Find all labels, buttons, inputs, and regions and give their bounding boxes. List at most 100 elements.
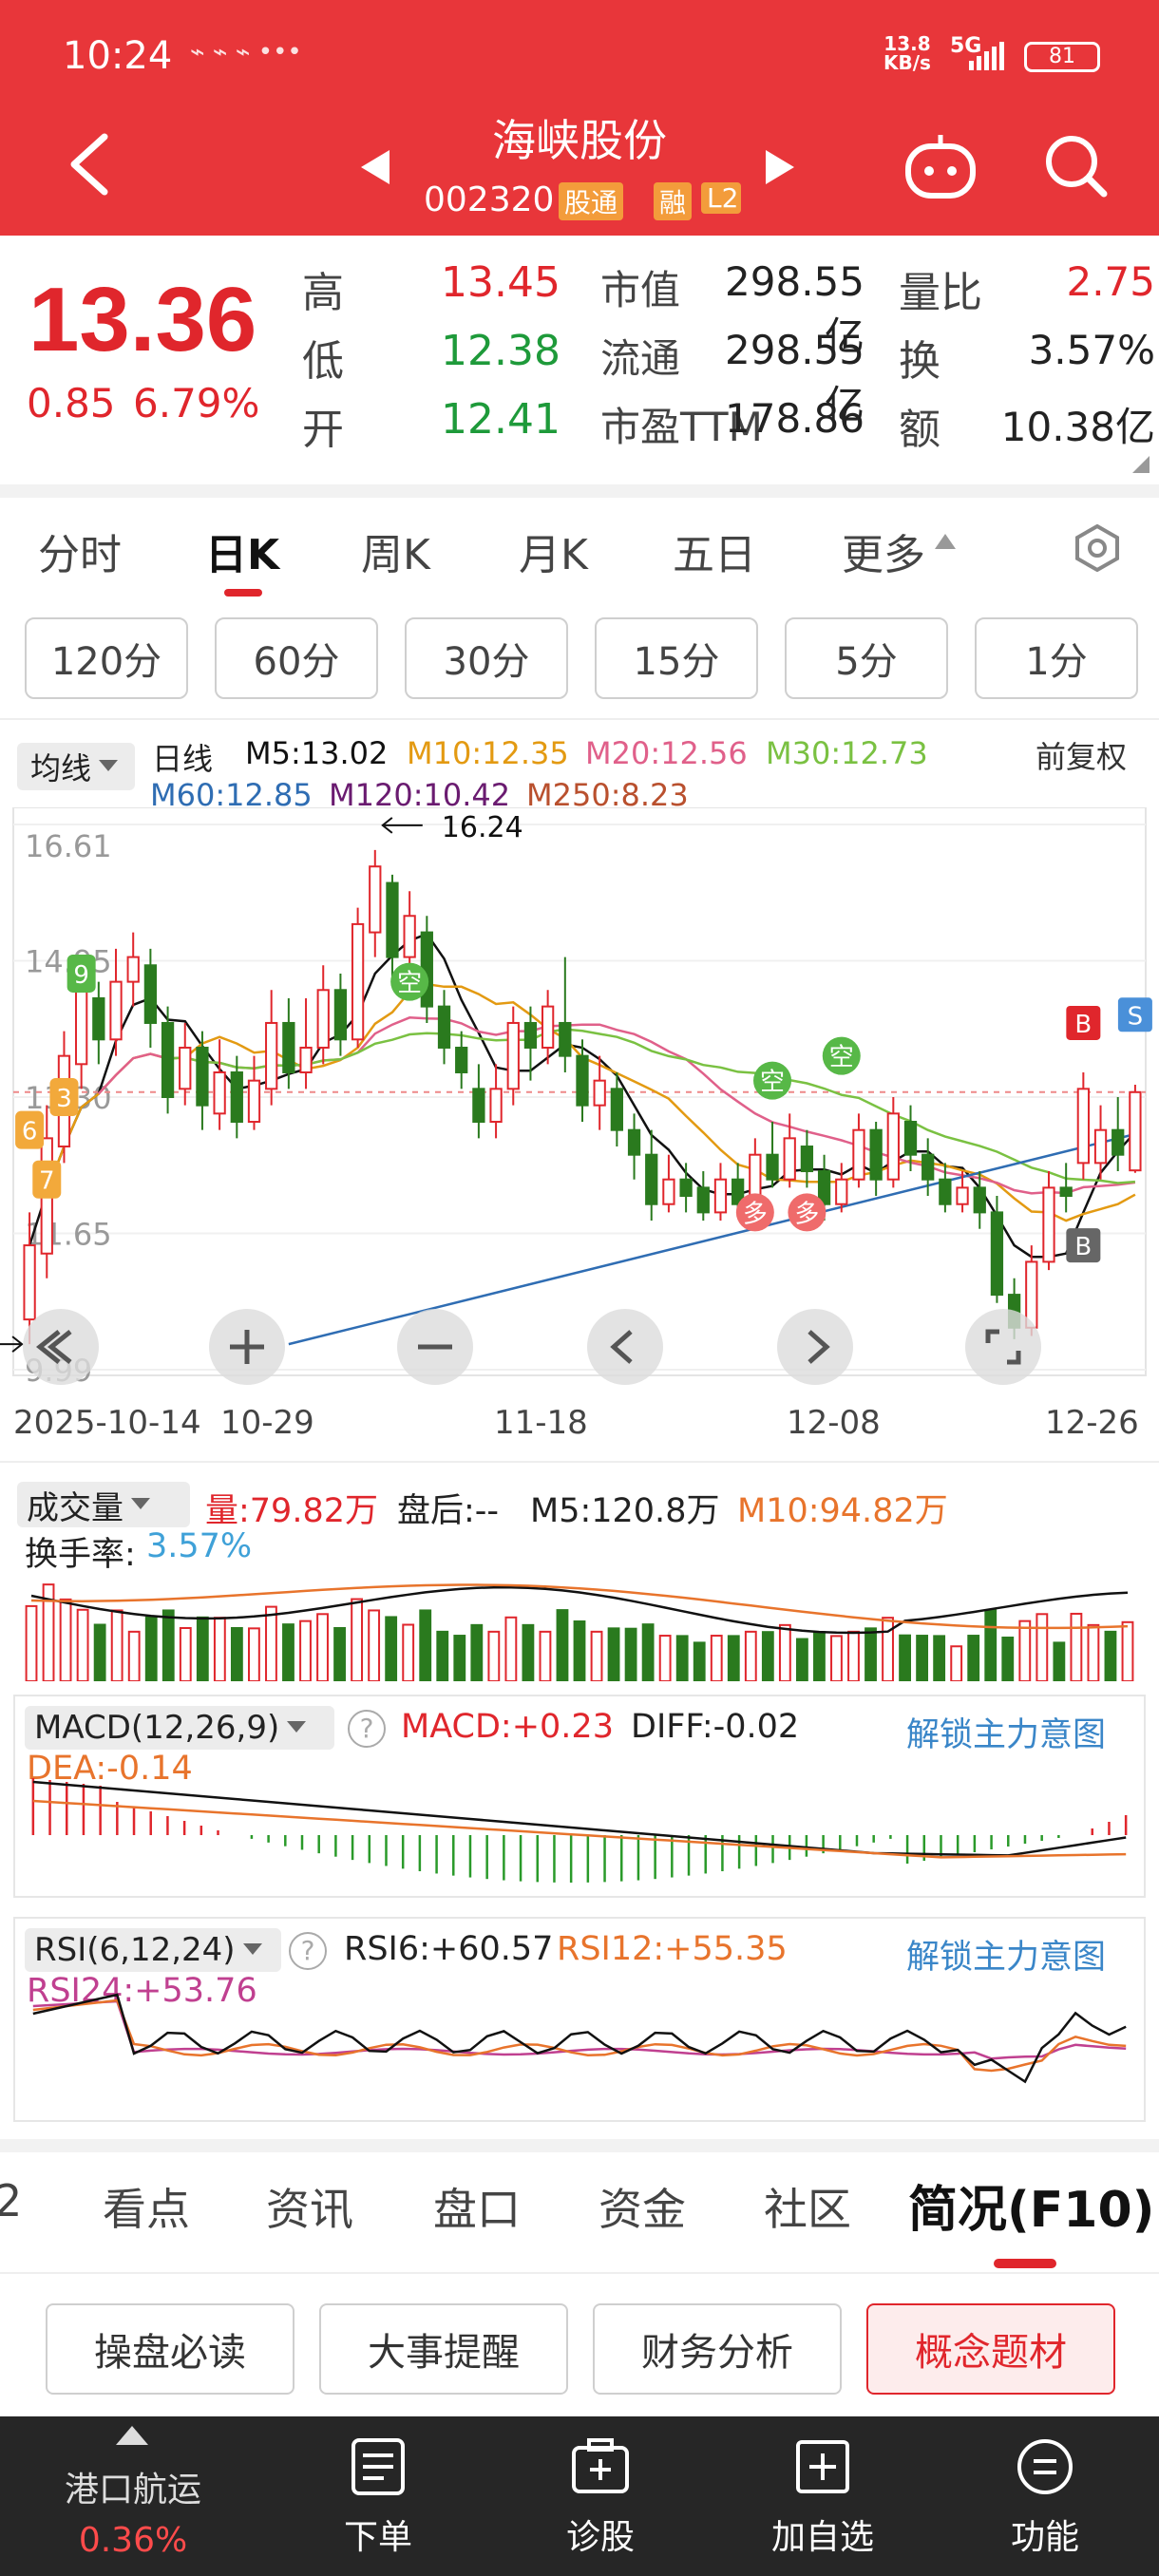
minute-period-chip[interactable]: 120分 (25, 617, 188, 699)
back-icon[interactable] (66, 131, 114, 198)
minute-period-chip[interactable]: 1分 (975, 617, 1138, 699)
info-tab[interactable]: 简况(F10) (908, 2182, 1155, 2239)
volume-bar (1121, 1620, 1134, 1681)
help-icon[interactable]: ? (289, 1932, 327, 1970)
period-tab[interactable]: 更多 (842, 531, 925, 579)
f10-button[interactable]: 财务分析 (593, 2303, 842, 2395)
unlock-link[interactable]: 解锁主力意图 (906, 1939, 1107, 1977)
signal-badge-label: B (1074, 1233, 1092, 1261)
candle-body (282, 1021, 295, 1073)
candle-body (886, 1112, 900, 1181)
chevron-down-icon (99, 760, 119, 771)
f10-button[interactable]: 操盘必读 (46, 2303, 294, 2395)
bottom-nav (0, 2416, 1159, 2576)
zoom-in-icon[interactable] (209, 1309, 285, 1385)
info-tab[interactable]: 2 (0, 2175, 23, 2226)
kline-type-label: 日线 (152, 741, 214, 777)
volume-bar (744, 1630, 757, 1681)
candle-body (230, 1070, 243, 1124)
rsi-indicator-select[interactable]: RSI(6,12,24) (25, 1928, 281, 1972)
candle-body (1059, 1186, 1073, 1198)
robot-assistant-icon[interactable] (902, 133, 978, 205)
volume-bar (1070, 1612, 1083, 1681)
quote-value: 10.38亿 (1000, 404, 1155, 450)
chart-nav-prev-icon[interactable] (23, 1309, 99, 1385)
rsi6-value: RSI6:+60.57 (344, 1930, 554, 1968)
prev-stock-icon[interactable] (361, 150, 391, 188)
function-label: 功能 (1010, 2518, 1079, 2557)
signal-badge-label: 空 (760, 1069, 785, 1097)
candle-body (109, 980, 123, 1041)
index-expand-icon[interactable] (116, 2426, 148, 2449)
divider (0, 484, 1159, 498)
period-tab[interactable]: 日K (205, 531, 280, 579)
volume-indicator-select[interactable]: 成交量 (17, 1482, 190, 1527)
minute-period-chip[interactable]: 30分 (405, 617, 568, 699)
volume-bar (144, 1616, 158, 1681)
candle-body (247, 1079, 261, 1124)
high-label: 16.24 (442, 811, 523, 844)
volume-bar (590, 1630, 603, 1681)
minute-period-chip[interactable]: 5分 (785, 617, 948, 699)
diagnose-button[interactable]: 诊股 (524, 2436, 676, 2559)
help-icon[interactable]: ? (348, 1710, 386, 1748)
low-arrow (11, 1335, 24, 1353)
f10-button[interactable]: 概念题材 (866, 2303, 1115, 2395)
panel-border (13, 1695, 1146, 1898)
chevron-down-icon (287, 1721, 307, 1733)
order-button[interactable]: 下单 (302, 2436, 454, 2559)
x-tick-label: 12-08 (787, 1404, 881, 1442)
volume-bar (675, 1635, 689, 1681)
minute-period-chip[interactable]: 60分 (215, 617, 378, 699)
settings-icon[interactable] (1074, 523, 1121, 576)
macd-indicator-select[interactable]: MACD(12,26,9) (25, 1706, 334, 1750)
info-tab[interactable]: 盘口 (433, 2184, 521, 2235)
dea-line (32, 1799, 1127, 1859)
candle-body (662, 1178, 675, 1205)
scroll-right-icon[interactable] (777, 1309, 853, 1385)
sector-name[interactable]: 港口航运 (64, 2471, 201, 2510)
fullscreen-icon[interactable] (965, 1309, 1041, 1385)
period-tab[interactable]: 周K (361, 531, 430, 579)
f10-button[interactable]: 大事提醒 (319, 2303, 568, 2395)
info-tab[interactable]: 资金 (598, 2184, 686, 2235)
period-tab[interactable]: 五日 (673, 531, 756, 579)
zoom-out-icon[interactable] (397, 1309, 473, 1385)
volume-bar (556, 1609, 569, 1681)
rsi24-line (32, 1999, 1127, 2060)
candle-body (126, 956, 140, 983)
diagnose-label: 诊股 (565, 2518, 635, 2557)
minute-period-chip[interactable]: 15分 (595, 617, 758, 699)
volume-bar (658, 1635, 672, 1681)
candle-body (489, 1088, 503, 1124)
candle-body (265, 1021, 278, 1090)
kline-chart[interactable]: 16.6114.9513.3011.659.999673空空空多多BBS16.2… (0, 807, 1159, 1396)
info-tab[interactable]: 看点 (103, 2184, 190, 2235)
info-tab[interactable]: 社区 (764, 2184, 851, 2235)
volume-bar (248, 1627, 260, 1681)
ma30-line (167, 1028, 1135, 1184)
candle-body (23, 1244, 36, 1321)
macd-value: MACD:+0.23 (401, 1708, 614, 1746)
volume-bar (1018, 1619, 1032, 1681)
search-icon[interactable] (1043, 133, 1110, 203)
volume-bar (1036, 1613, 1049, 1681)
battery-level: 81 (1049, 45, 1075, 68)
expand-corner-icon[interactable] (1132, 456, 1150, 477)
status-time: 10:24 (63, 34, 173, 78)
rsi6-line (32, 1993, 1127, 2084)
period-tab[interactable]: 分时 (38, 531, 122, 579)
unlock-link[interactable]: 解锁主力意图 (906, 1716, 1107, 1754)
volume-bar (299, 1619, 312, 1681)
adjust-mode[interactable]: 前复权 (1036, 739, 1128, 775)
volume-bar (127, 1630, 141, 1681)
add-watchlist-button[interactable]: 加自选 (747, 2436, 899, 2559)
function-button[interactable]: 功能 (969, 2436, 1121, 2559)
ma-mode-select[interactable]: 均线 (17, 743, 135, 790)
period-tab[interactable]: 月K (519, 531, 588, 579)
info-tab[interactable]: 资讯 (266, 2184, 353, 2235)
volume-bar (93, 1623, 106, 1681)
scroll-left-icon[interactable] (587, 1309, 663, 1385)
next-stock-icon[interactable] (766, 150, 796, 188)
signal-badge (49, 1078, 79, 1116)
